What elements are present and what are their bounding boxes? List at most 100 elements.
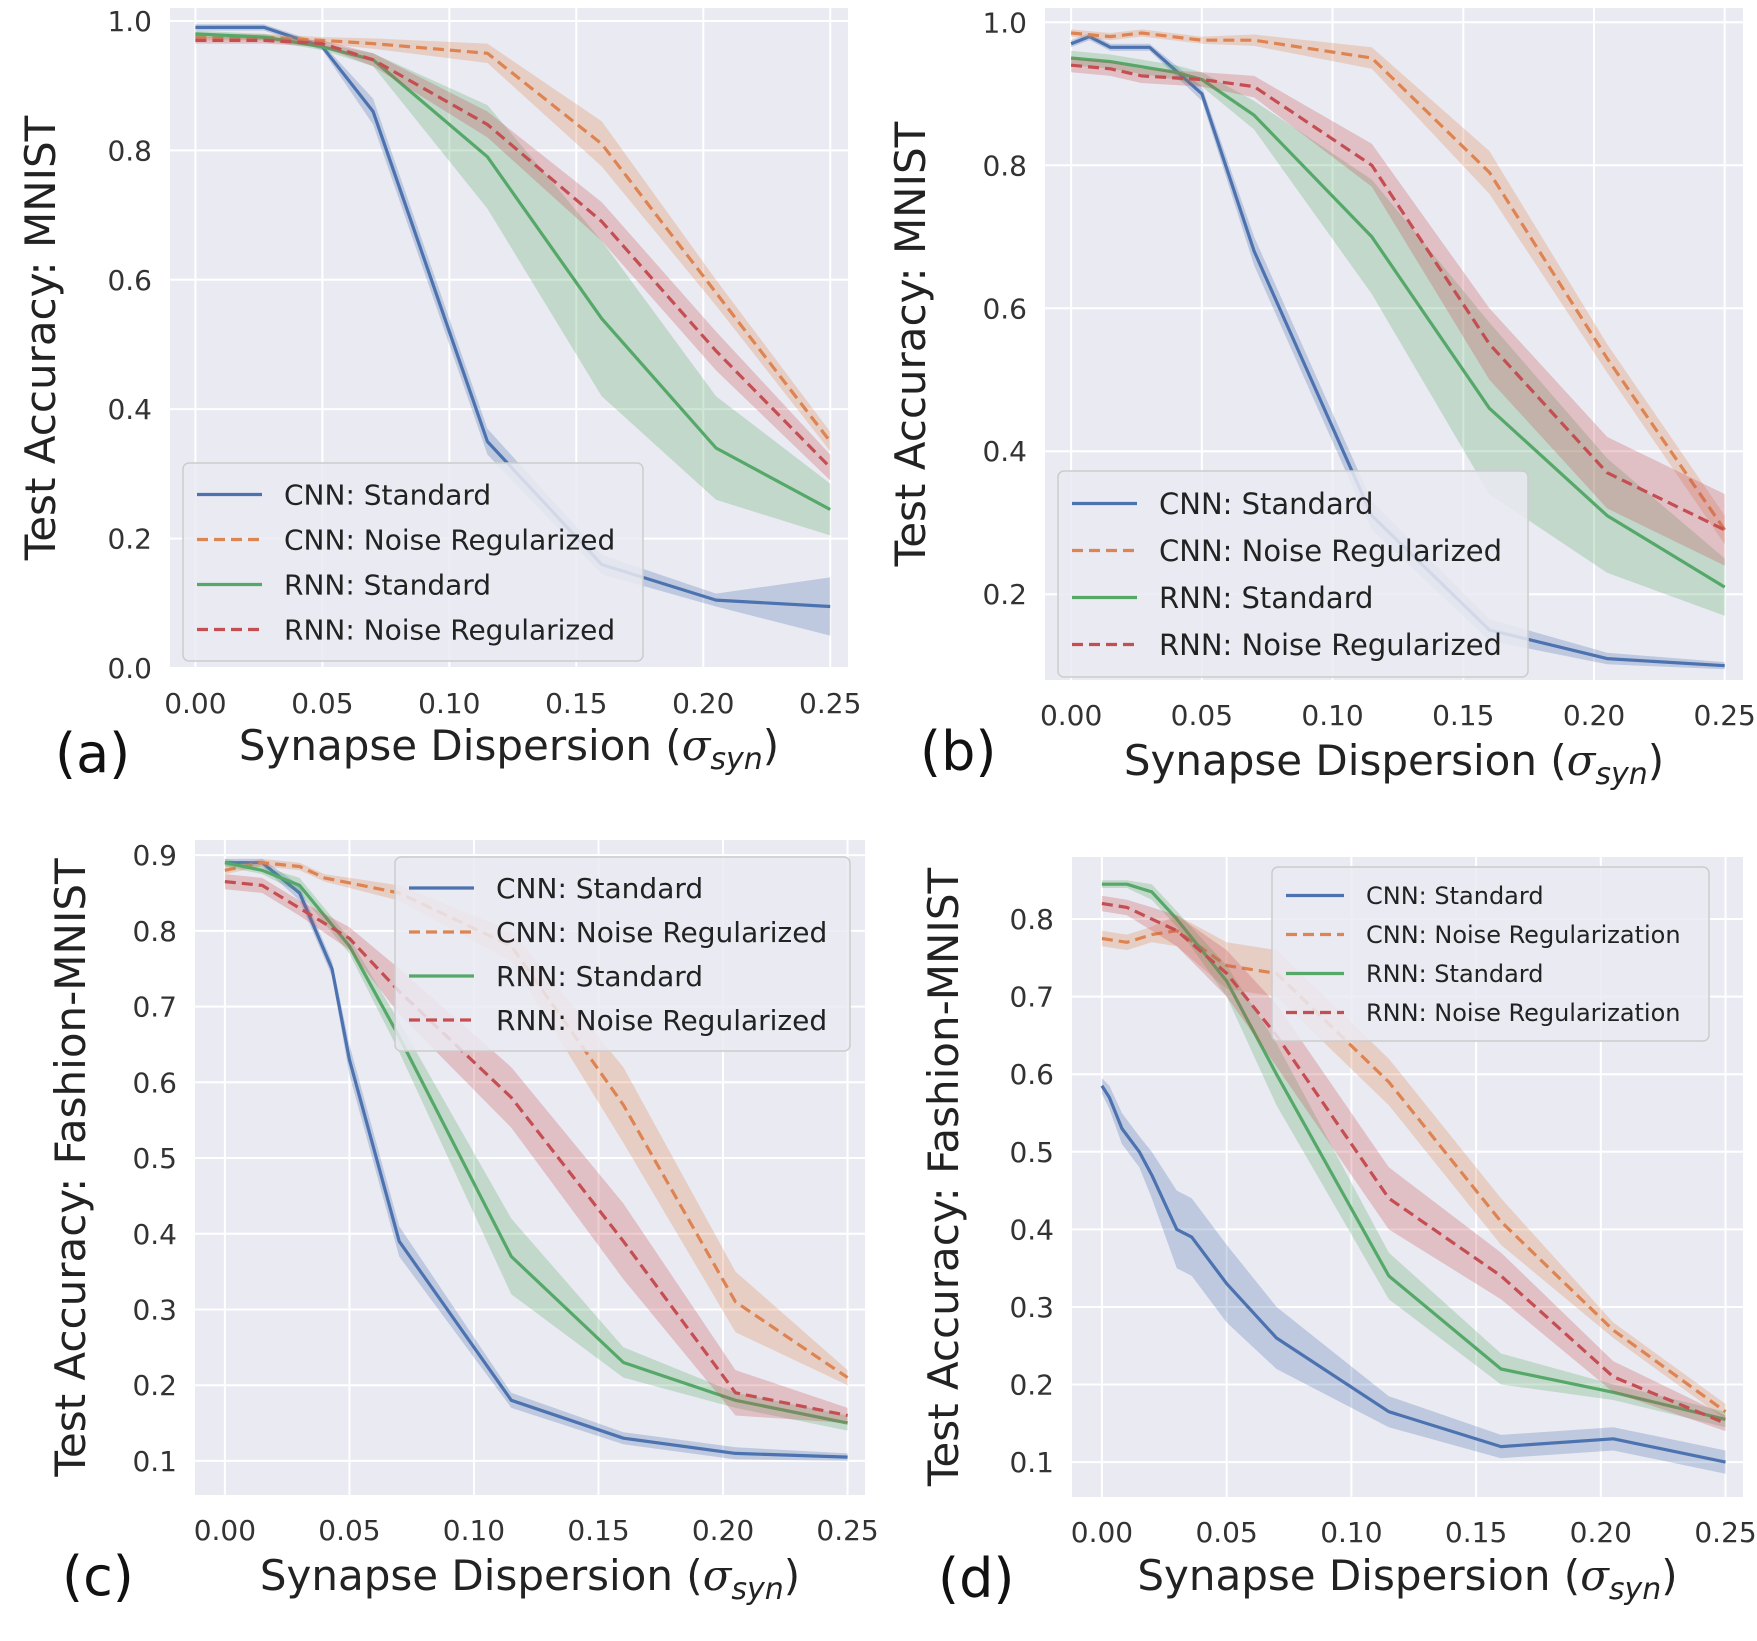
x-tick-label: 0.15 — [1445, 1516, 1507, 1549]
x-axis-title: Synapse Dispersion (σsyn) — [239, 721, 779, 777]
line-rnn-noise-regularization — [1101, 901, 1727, 1425]
x-tick-label: 0.05 — [1195, 1516, 1257, 1549]
legend-label: RNN: Standard — [1159, 581, 1373, 615]
x-tick-label: 0.05 — [291, 687, 353, 720]
legend-label: CNN: Noise Regularization — [1366, 921, 1681, 949]
panel-label: (b) — [920, 720, 996, 783]
legend: CNN: Standard CNN: Noise Regularized RNN: … — [394, 856, 851, 1052]
x-tick-label: 0.00 — [1040, 699, 1102, 732]
x-tick-label: 0.00 — [1071, 1516, 1133, 1549]
legend-label: RNN: Noise Regularized — [496, 1004, 827, 1037]
y-tick-label: 1.0 — [107, 5, 152, 38]
x-tick-label: 0.00 — [164, 687, 226, 720]
band-cnn-noise-regularized — [224, 858, 848, 1386]
y-tick-label: 0.8 — [107, 134, 152, 167]
legend: CNN: Standard CNN: Noise Regularized RNN: … — [1057, 470, 1529, 678]
y-tick-label: 0.2 — [132, 1369, 177, 1402]
chart-panel-3: 0.00 0.05 0.10 0.15 0.20 0.25 0.1 0.2 0.3 0.4 0.5 0… — [919, 857, 1757, 1610]
x-tick-label: 0.10 — [1301, 699, 1363, 732]
band-rnn-noise-regularized — [1071, 58, 1725, 566]
legend: CNN: Standard CNN: Noise Regularization RN… — [1271, 866, 1710, 1042]
y-tick-label: 0.8 — [1009, 903, 1054, 936]
x-tick-label: 0.25 — [799, 687, 861, 720]
band-rnn-standard — [1101, 880, 1726, 1428]
y-tick-label: 0.1 — [132, 1445, 177, 1478]
line-cnn-noise-regularized — [1070, 31, 1727, 531]
x-tick-label: 0.25 — [1694, 699, 1756, 732]
y-tick-label: 0.5 — [132, 1142, 177, 1175]
band-cnn-standard — [1101, 1078, 1726, 1474]
band-rnn-noise-regularization — [1101, 895, 1726, 1432]
x-axis-title: Synapse Dispersion (σsyn) — [1124, 736, 1664, 792]
y-tick-label: 0.4 — [107, 393, 152, 426]
x-tick-label: 0.05 — [1171, 699, 1233, 732]
line-rnn-standard — [195, 32, 831, 511]
legend-label: RNN: Standard — [284, 569, 491, 602]
chart-panel-1: 0.00 0.05 0.10 0.15 0.20 0.25 0.2 0.4 0.6 0.8 1.0 C… — [886, 6, 1756, 792]
legend-label: CNN: Standard — [1159, 487, 1374, 521]
legend-label: CNN: Standard — [284, 479, 491, 512]
x-tick-label: 0.15 — [567, 1514, 629, 1547]
legend-label: CNN: Noise Regularized — [1159, 534, 1502, 568]
y-tick-label: 0.6 — [107, 264, 152, 297]
band-rnn-noise-regularized — [224, 874, 848, 1424]
legend-label: RNN: Standard — [496, 960, 703, 993]
panel-label: (d) — [938, 1547, 1014, 1610]
panel-label: (c) — [62, 1545, 134, 1608]
legend-label: CNN: Noise Regularized — [284, 524, 615, 557]
x-tick-label: 0.20 — [672, 687, 734, 720]
line-rnn-noise-regularized — [1070, 63, 1726, 532]
x-tick-label: 0.15 — [1432, 699, 1494, 732]
x-tick-label: 0.20 — [692, 1514, 754, 1547]
y-tick-label: 0.3 — [132, 1293, 177, 1326]
line-rnn-standard — [1101, 882, 1726, 1421]
y-axis-title: Test Accuracy: Fashion-MNIST — [919, 868, 968, 1488]
y-tick-label: 0.2 — [982, 578, 1027, 611]
legend-label: RNN: Standard — [1366, 960, 1543, 988]
x-tick-label: 0.10 — [443, 1514, 505, 1547]
x-tick-label: 0.10 — [418, 687, 480, 720]
series-group — [1100, 880, 1727, 1474]
legend-label: CNN: Standard — [1366, 882, 1544, 910]
y-tick-label: 0.8 — [982, 149, 1027, 182]
x-tick-label: 0.25 — [816, 1514, 878, 1547]
series-group — [195, 24, 832, 636]
y-tick-label: 0.2 — [107, 523, 152, 556]
series-group — [1070, 29, 1727, 670]
legend-box — [394, 856, 851, 1052]
y-tick-label: 0.6 — [1009, 1058, 1054, 1091]
y-tick-label: 0.4 — [132, 1218, 177, 1251]
y-tick-label: 0.7 — [132, 991, 177, 1024]
legend-label: RNN: Noise Regularized — [1159, 628, 1502, 662]
legend-box — [1057, 470, 1529, 678]
x-tick-label: 0.05 — [318, 1514, 380, 1547]
legend-label: CNN: Noise Regularized — [496, 916, 827, 949]
line-cnn-standard — [1070, 34, 1725, 668]
y-tick-label: 0.5 — [1009, 1136, 1054, 1169]
line-cnn-standard — [195, 25, 831, 609]
y-tick-label: 0.4 — [982, 435, 1027, 468]
line-rnn-standard — [1070, 56, 1726, 589]
chart-panel-0: 0.00 0.05 0.10 0.15 0.20 0.25 0.0 0.2 0.4 0.6 0.8 1… — [16, 5, 861, 785]
line-rnn-noise-regularized — [195, 38, 832, 469]
x-tick-label: 0.20 — [1563, 699, 1625, 732]
x-tick-label: 0.25 — [1694, 1516, 1756, 1549]
y-tick-label: 0.6 — [982, 292, 1027, 325]
y-tick-label: 0.3 — [1009, 1291, 1054, 1324]
y-axis-title: Test Accuracy: MNIST — [16, 115, 65, 561]
line-cnn-noise-regularization — [1101, 929, 1727, 1413]
legend-label: RNN: Noise Regularized — [284, 614, 615, 647]
y-tick-label: 0.8 — [132, 915, 177, 948]
y-tick-label: 0.4 — [1009, 1213, 1054, 1246]
y-tick-label: 0.0 — [107, 652, 152, 685]
y-tick-label: 0.2 — [1009, 1369, 1054, 1402]
y-axis-title: Test Accuracy: MNIST — [886, 121, 935, 567]
band-rnn-standard — [195, 30, 831, 536]
band-cnn-noise-regularization — [1101, 915, 1726, 1420]
legend: CNN: Standard CNN: Noise Regularized RNN: … — [182, 462, 644, 662]
x-tick-label: 0.10 — [1320, 1516, 1382, 1549]
x-axis-title: Synapse Dispersion (σsyn) — [1137, 1551, 1677, 1607]
y-tick-label: 1.0 — [982, 6, 1027, 39]
y-tick-label: 0.6 — [132, 1066, 177, 1099]
